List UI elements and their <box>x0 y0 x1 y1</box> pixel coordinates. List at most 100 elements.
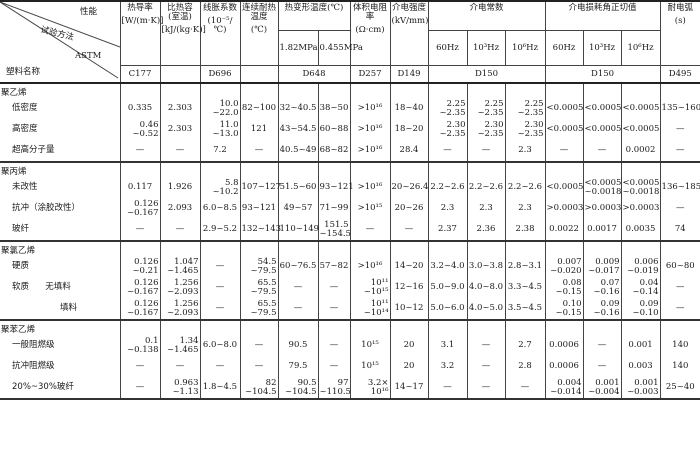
empty-cell <box>199 320 240 335</box>
table-header: 性能 试验方法 ASTM 塑料名称 热导率 [W/(m·K)] 比热容(室温) [k… <box>0 1 700 83</box>
empty-cell <box>504 162 546 177</box>
astm-d696: D696 <box>199 65 240 83</box>
subcol-1-82mpa: 1.82MPa <box>277 30 318 66</box>
value-cell: 2.38 <box>504 219 546 241</box>
value-cell: <0.0005 ~0.0018 <box>620 177 661 198</box>
value-cell: — <box>659 277 700 298</box>
value-cell: 1.8~4.5 <box>199 377 240 399</box>
value-cell: — <box>239 335 278 356</box>
material-name: 低密度 <box>12 103 38 114</box>
value-cell: — <box>466 356 505 377</box>
value-cell: >10¹⁶ <box>349 98 390 119</box>
value-cell: 2.25 ~2.35 <box>504 98 546 119</box>
value-cell: <0.0005 ~0.0018 <box>582 177 622 198</box>
value-cell: 2.8~3.1 <box>504 256 546 277</box>
value-cell: 60~80 <box>659 256 700 277</box>
value-cell: 2.9~5.2 <box>199 219 240 241</box>
value-cell: 18~40 <box>389 98 428 119</box>
value-cell: 0.335 <box>119 98 160 119</box>
value-cell: 2.093 <box>159 198 200 219</box>
empty-cell <box>466 162 505 177</box>
value-cell: >10¹⁶ <box>349 256 390 277</box>
value-cell: 20~26.4 <box>389 177 428 198</box>
group-title: 聚丙烯 <box>1 167 27 178</box>
empty-cell <box>389 320 428 335</box>
value-cell: — <box>119 377 160 399</box>
value-cell: 2.30 ~2.35 <box>466 119 505 140</box>
material-name: 20%~30%玻纤 <box>12 382 74 393</box>
empty-cell <box>582 241 622 256</box>
value-cell: 2.25 ~2.35 <box>427 98 467 119</box>
value-cell: 2.7 <box>504 335 546 356</box>
astm-specific-heat <box>159 65 200 83</box>
value-cell: — <box>349 219 390 241</box>
table-row: 抗冲阻燃级 — — — —79.5—10¹⁵ 20 3.2—2.8 0.0006—0.003 1… <box>0 356 700 377</box>
value-cell: 3.3~4.5 <box>504 277 546 298</box>
material-name: 未改性 <box>12 182 38 193</box>
value-cell: 6.0~8.5 <box>199 198 240 219</box>
empty-cell <box>544 241 584 256</box>
value-cell: 5.8 ~10.2 <box>199 177 240 198</box>
value-cell: 3.0~3.8 <box>466 256 505 277</box>
value-cell: — <box>119 356 160 377</box>
empty-cell <box>159 83 200 98</box>
value-cell: 5.0~9.0 <box>427 277 467 298</box>
value-cell: 2.303 <box>159 119 200 140</box>
empty-cell <box>159 320 200 335</box>
value-cell: <0.0005 <box>620 98 661 119</box>
group-title: 聚氯乙烯 <box>1 246 36 257</box>
col-dielectric-constant: 介电常数 <box>427 1 546 31</box>
value-cell: 4.0~5.0 <box>466 298 505 320</box>
value-cell: — <box>427 377 467 399</box>
value-cell: 60~88 <box>317 119 350 140</box>
value-cell: >10¹⁶ <box>349 177 390 198</box>
value-cell: — <box>199 277 240 298</box>
value-cell: 0.0002 <box>620 140 661 162</box>
empty-cell <box>277 83 318 98</box>
value-cell: — <box>277 277 318 298</box>
value-cell: 14~20 <box>389 256 428 277</box>
value-cell: 51.5~60 <box>277 177 318 198</box>
empty-cell <box>544 320 584 335</box>
value-cell: 20 <box>389 335 428 356</box>
material-name: 填料 <box>60 303 78 314</box>
value-cell: — <box>504 377 546 399</box>
table-row: 20%~30%玻纤 —0.963 ~1.13 1.8~4.5 82 ~104.5 90.… <box>0 377 700 399</box>
material-name: 玻纤 <box>12 224 30 235</box>
value-cell: 10¹¹ ~10¹⁵ <box>349 277 390 298</box>
group-title: 聚乙烯 <box>1 88 27 99</box>
empty-cell <box>427 241 467 256</box>
empty-cell <box>317 162 350 177</box>
value-cell: 32~40.5 <box>277 98 318 119</box>
value-cell: 93~121 <box>239 198 278 219</box>
value-cell: — <box>582 335 622 356</box>
value-cell: 2.37 <box>427 219 467 241</box>
value-cell: 0.009 ~0.017 <box>582 256 622 277</box>
table-row: 硬质 0.126 ~0.21 1.047 ~1.465—54.5 ~79.5 60~7… <box>0 256 700 277</box>
astm-c177: C177 <box>119 65 160 83</box>
value-cell: 2.30 ~2.35 <box>427 119 467 140</box>
value-cell: — <box>159 356 200 377</box>
table-row: 低密度 0.335 2.303 10.0 ~22.0 82~100 32~40.5 38~5… <box>0 98 700 119</box>
value-cell: 2.25 ~2.35 <box>466 98 505 119</box>
value-cell: 2.30 ~2.35 <box>504 119 546 140</box>
subcol-tan-1e3hz: 10³Hz <box>582 30 622 66</box>
empty-cell <box>389 162 428 177</box>
value-cell: 0.08 ~0.15 <box>544 277 584 298</box>
col-thermal-conductivity: 热导率 [W/(m·K)] <box>119 1 163 66</box>
value-cell: 40.5~49 <box>277 140 318 162</box>
group-title-row: 聚氯乙烯 <box>0 241 700 256</box>
value-cell: 49~57 <box>277 198 318 219</box>
value-cell: — <box>389 219 428 241</box>
group-title: 聚苯乙烯 <box>1 325 36 336</box>
table-row: 一般阻燃级 0.1 ~0.138 1.34 ~1.465 6.0~8.0—90.5—1… <box>0 335 700 356</box>
value-cell: — <box>119 219 160 241</box>
empty-cell <box>620 241 661 256</box>
corner-astm-label: ASTM <box>75 51 102 61</box>
value-cell: 0.10 ~0.15 <box>544 298 584 320</box>
empty-cell <box>582 162 622 177</box>
value-cell: 0.001 <box>620 335 661 356</box>
value-cell: 25~40 <box>659 377 700 399</box>
value-cell: — <box>466 140 505 162</box>
value-cell: — <box>317 335 350 356</box>
